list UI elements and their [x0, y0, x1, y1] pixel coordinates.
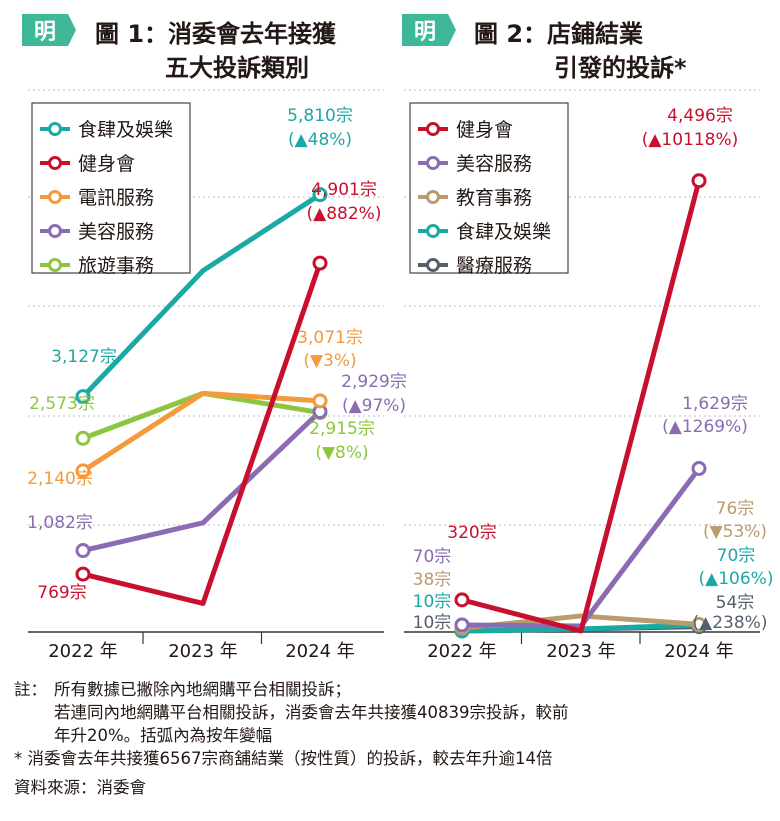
chart1-badge-text: 明 [34, 20, 56, 45]
notes-line-3: 年升20%。括弧內為按年變幅 [54, 726, 273, 745]
chart1-x-tick-label-0: 2022 年 [48, 641, 118, 662]
notes-label: 註： [14, 680, 47, 699]
chart2-data-label-10: 70宗 [717, 546, 756, 566]
chart2-data-label-6: 38宗 [413, 570, 452, 590]
chart1-data-label-10: 2,929宗 [341, 372, 407, 392]
chart1-x-tick-label-1: 2023 年 [168, 641, 238, 662]
chart2-series-1-point-0 [454, 617, 470, 633]
chart2-data-label-0: 320宗 [447, 523, 496, 543]
chart2-legend-marker-1 [426, 156, 440, 170]
chart1-series-1-point-0 [75, 566, 91, 582]
chart2-data-label-11: (▲106%) [699, 569, 774, 589]
chart1-series-3-line [80, 409, 323, 554]
chart2-legend-label-1: 美容服務 [456, 153, 532, 175]
chart2-data-label-2: (▲10118%) [642, 130, 739, 150]
chart2-data-label-13: 54宗 [716, 593, 755, 613]
chart2-data-label-12: 10宗 [413, 613, 452, 633]
chart2-legend-label-2: 教育事務 [456, 187, 532, 209]
chart1-legend-marker-4 [48, 258, 62, 272]
chart2-legend-label-3: 食肆及娛樂 [456, 221, 551, 243]
chart2-title: 圖 2：店鋪結業 [474, 20, 643, 48]
chart1-data-label-7: 3,071宗 [297, 328, 363, 348]
chart1-data-label-12: 2,573宗 [29, 394, 95, 414]
chart1-series-0-point-0 [75, 389, 91, 405]
chart2-badge-shape [402, 14, 456, 46]
chart2-series-0-line [459, 178, 702, 634]
chart2-legend-label-4: 醫療服務 [456, 255, 532, 277]
chart2-x-tick-label-0: 2022 年 [427, 641, 497, 662]
chart2-data-label-14: (▲238%) [693, 613, 768, 633]
chart1-data-label-8: (▼3%) [303, 351, 356, 371]
chart1-data-label-6: 2,140宗 [27, 469, 93, 489]
notes-footnote: * 消委會去年共接獲6567宗商舖結業（按性質）的投訴，較去年升逾14倍 [14, 749, 553, 768]
chart1-data-label-1: 5,810宗 [287, 106, 353, 126]
chart2-series-0-point-2 [691, 173, 707, 189]
chart1-data-label-9: 1,082宗 [27, 513, 93, 533]
chart1-series-0-point-2 [312, 187, 328, 203]
notes-line-1: 所有數據已撇除內地網購平台相關投訴； [54, 680, 351, 699]
chart1-series-2-point-2 [312, 393, 328, 409]
chart1-data-label-13: 2,915宗 [309, 419, 375, 439]
chart2-data-label-7: 76宗 [716, 499, 755, 519]
chart2-data-label-1: 4,496宗 [667, 106, 733, 126]
chart2-badge-text: 明 [414, 20, 436, 45]
chart2-subtitle: 引發的投訴* [554, 54, 687, 82]
chart2-legend-marker-0 [426, 122, 440, 136]
chart1-data-label-11: (▲97%) [342, 396, 406, 416]
chart2-legend-marker-2 [426, 190, 440, 204]
chart1-series-4-point-0 [75, 430, 91, 446]
chart1-legend-marker-2 [48, 190, 62, 204]
chart2-data-label-5: (▲1269%) [662, 417, 748, 437]
chart1-badge-shape [22, 14, 76, 46]
chart2-x-tick-label-1: 2023 年 [546, 641, 616, 662]
chart2-legend-marker-3 [426, 224, 440, 238]
chart1-legend-label-1: 健身會 [78, 153, 135, 175]
chart1-series-1-point-2 [312, 255, 328, 271]
chart1-series-0-line [80, 192, 323, 400]
chart2-series-1-point-2 [691, 460, 707, 476]
chart2-series-2-point-2 [691, 616, 707, 632]
chart1-series-3-point-0 [75, 543, 91, 559]
chart1-data-label-14: (▼8%) [315, 443, 368, 463]
chart2-legend-marker-4 [426, 258, 440, 272]
notes: 註： 所有數據已撇除內地網購平台相關投訴； 若連同內地網購平台相關投訴，消委會去… [14, 678, 770, 799]
chart1-legend-label-0: 食肆及娛樂 [78, 119, 173, 141]
chart2-series-1-line [459, 465, 702, 629]
chart1-series-1-line [80, 260, 323, 606]
chart2-x-tick-label-2: 2024 年 [664, 641, 734, 662]
chart1-legend-marker-0 [48, 122, 62, 136]
chart2-data-label-9: 10宗 [413, 592, 452, 612]
chart1-title: 圖 1：消委會去年接獲 [95, 20, 337, 48]
chart1-data-label-5: (▲882%) [307, 204, 382, 224]
chart1-data-label-3: 769宗 [37, 583, 86, 603]
chart1-data-label-0: 3,127宗 [51, 347, 117, 367]
chart2-data-label-8: (▼53%) [703, 522, 767, 542]
chart1-series-2-point-0 [75, 463, 91, 479]
chart2-data-label-3: 70宗 [413, 547, 452, 567]
chart1-legend-marker-1 [48, 156, 62, 170]
chart1-x-tick-label-2: 2024 年 [285, 641, 355, 662]
chart1-subtitle: 五大投訴類別 [165, 54, 309, 82]
chart1-legend-label-4: 旅遊事務 [78, 255, 154, 277]
source-line: 資料來源：消委會 [14, 778, 146, 797]
chart1-legend-label-3: 美容服務 [78, 221, 154, 243]
chart1-legend-label-2: 電訊服務 [78, 187, 154, 209]
chart2-series-0-point-0 [454, 592, 470, 608]
chart1-series-2-line [80, 390, 323, 474]
chart2-data-label-4: 1,629宗 [682, 394, 748, 414]
chart1-data-label-4: 4,901宗 [311, 180, 377, 200]
chart1-data-label-2: (▲48%) [288, 130, 352, 150]
chart1-legend-marker-3 [48, 224, 62, 238]
chart2-legend-label-0: 健身會 [456, 119, 513, 141]
notes-line-2: 若連同內地網購平台相關投訴，消委會去年共接獲40839宗投訴，較前 [54, 703, 569, 722]
